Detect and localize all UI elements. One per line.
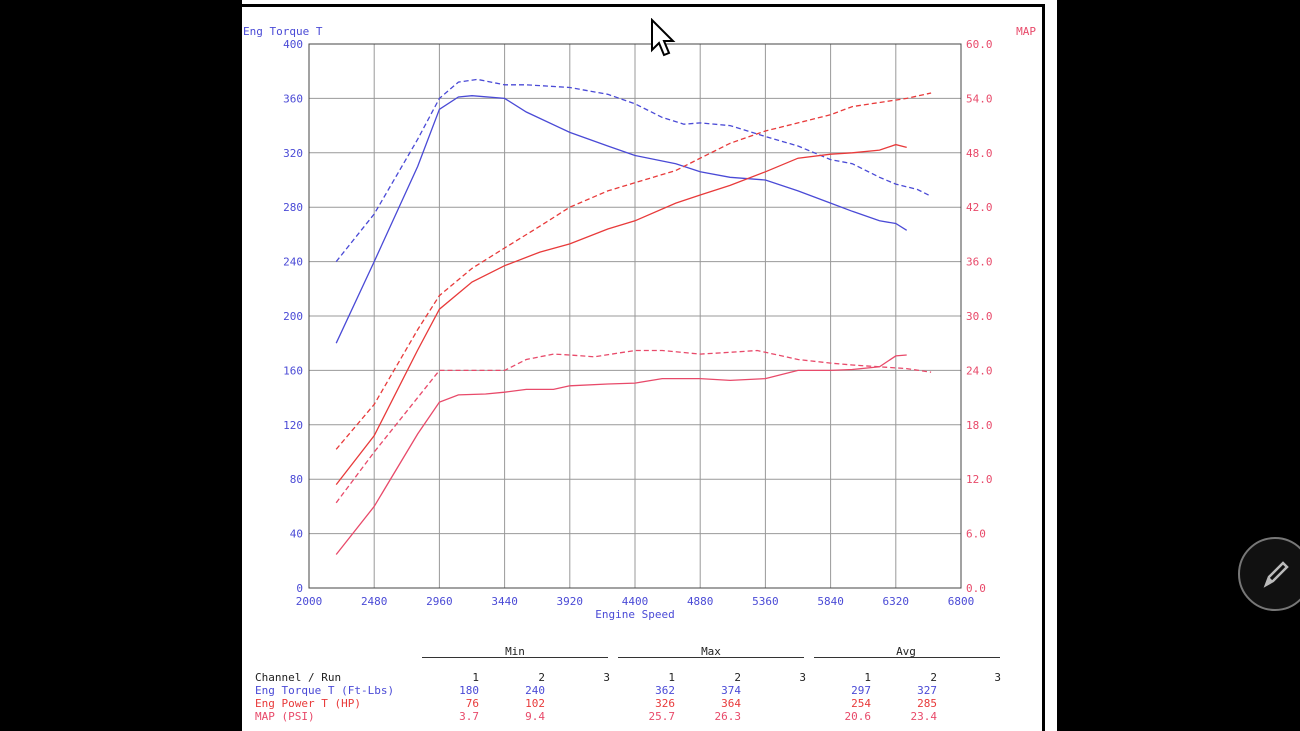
x-tick-label: 6320 [883, 595, 910, 608]
y-left-tick-label: 120 [283, 419, 303, 432]
x-tick-label: 2960 [426, 595, 453, 608]
x-tick-label: 2000 [296, 595, 323, 608]
x-tick-label: 3920 [557, 595, 584, 608]
y-left-tick-label: 400 [283, 38, 303, 51]
table-cell: 240 [525, 684, 545, 697]
y-right-tick-label: 0.0 [966, 582, 986, 595]
table-cell: 362 [655, 684, 675, 697]
table-cell: 327 [917, 684, 937, 697]
y-right-tick-label: 18.0 [966, 419, 993, 432]
plot-frame [308, 43, 962, 589]
y-right-tick-label: 48.0 [966, 147, 993, 160]
y-right-axis-label: MAP [1016, 25, 1036, 38]
channel-row-label: MAP (PSI) [255, 710, 315, 723]
table-cell: 25.7 [648, 710, 676, 723]
table-cell: 20.6 [844, 710, 872, 723]
x-axis-label: Engine Speed [595, 608, 674, 621]
table-cell: 326 [655, 697, 675, 710]
group-header-label: Avg [896, 645, 916, 658]
x-tick-label: 5360 [752, 595, 779, 608]
series-line-4 [335, 92, 932, 450]
run-label: 1 [472, 671, 479, 684]
dyno-report-page [242, 0, 1057, 731]
series-line-2 [335, 78, 932, 263]
table-cell: 364 [721, 697, 741, 710]
x-tick-label: 2480 [361, 595, 388, 608]
table-cell: 285 [917, 697, 937, 710]
channel-row-label: Eng Power T (HP) [255, 697, 361, 710]
x-tick-label: 6800 [948, 595, 975, 608]
y-right-tick-label: 12.0 [966, 473, 993, 486]
group-header-label: Min [505, 645, 525, 658]
y-left-tick-label: 0 [296, 582, 303, 595]
series-line-1 [335, 95, 908, 344]
y-right-tick-label: 36.0 [966, 256, 993, 269]
x-tick-label: 4400 [622, 595, 649, 608]
table-cell: 23.4 [910, 710, 938, 723]
edit-button[interactable] [1238, 537, 1300, 611]
y-right-tick-label: 42.0 [966, 201, 993, 214]
table-cell: 374 [721, 684, 741, 697]
y-left-tick-label: 80 [290, 473, 303, 486]
run-label: 2 [538, 671, 545, 684]
y-right-tick-label: 54.0 [966, 92, 993, 105]
run-label: 1 [668, 671, 675, 684]
table-cell: 3.7 [459, 710, 479, 723]
y-left-tick-label: 240 [283, 256, 303, 269]
channel-run-header: Channel / Run [255, 671, 342, 684]
pencil-icon [1263, 561, 1289, 588]
x-tick-label: 5840 [817, 595, 844, 608]
channel-row-label: Eng Torque T (Ft-Lbs) [255, 684, 395, 697]
table-cell: 9.4 [525, 710, 545, 723]
run-label: 3 [799, 671, 806, 684]
y-left-tick-label: 280 [283, 201, 303, 214]
y-left-tick-label: 200 [283, 310, 303, 323]
series-line-5 [335, 354, 907, 555]
page-top-border [242, 4, 1042, 7]
run-label: 3 [603, 671, 610, 684]
table-cell: 180 [459, 684, 479, 697]
page-right-border [1042, 4, 1045, 731]
table-cell: 297 [851, 684, 871, 697]
y-left-tick-label: 160 [283, 364, 303, 377]
group-header-rule [422, 657, 608, 658]
mouse-pointer-icon [650, 17, 676, 62]
run-label: 1 [864, 671, 871, 684]
series-line-6 [335, 349, 932, 504]
y-right-tick-label: 30.0 [966, 310, 993, 323]
table-cell: 102 [525, 697, 545, 710]
y-right-tick-label: 60.0 [966, 38, 993, 51]
run-label: 3 [994, 671, 1001, 684]
y-right-tick-label: 24.0 [966, 364, 993, 377]
series-line-3 [335, 143, 907, 485]
x-tick-label: 3440 [491, 595, 518, 608]
group-header-label: Max [701, 645, 721, 658]
y-right-tick-label: 6.0 [966, 528, 986, 541]
group-header-rule [814, 657, 1000, 658]
x-tick-label: 4880 [687, 595, 714, 608]
group-header-rule [618, 657, 804, 658]
y-left-tick-label: 320 [283, 147, 303, 160]
table-cell: 254 [851, 697, 871, 710]
y-left-tick-label: 360 [283, 92, 303, 105]
run-label: 2 [734, 671, 741, 684]
table-cell: 76 [465, 697, 479, 710]
run-label: 2 [930, 671, 937, 684]
y-left-axis-label: Eng Torque T [243, 25, 323, 38]
table-cell: 26.3 [714, 710, 742, 723]
y-left-tick-label: 40 [290, 528, 303, 541]
